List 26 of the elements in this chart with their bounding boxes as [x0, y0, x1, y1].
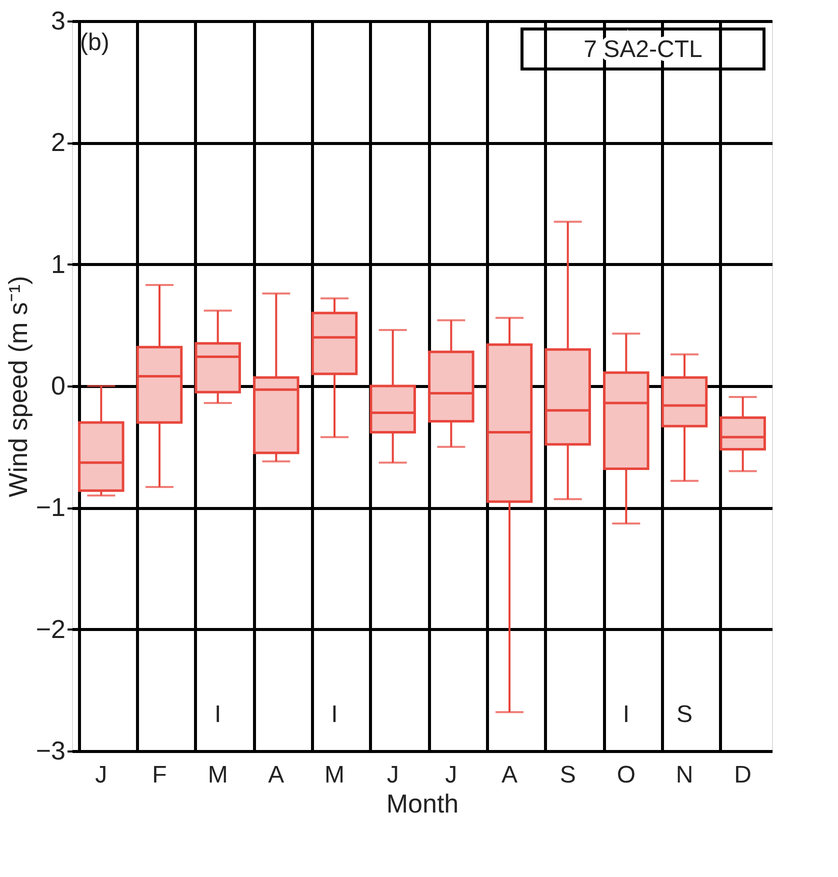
x-tick-label: A	[268, 762, 284, 788]
x-tick-label: F	[152, 762, 167, 788]
x-axis-title: Month	[386, 788, 459, 818]
x-tick-label: S	[560, 762, 576, 788]
y-axis-title: Wind speed (m s⁻¹)	[2, 276, 33, 498]
x-tick-label: J	[95, 762, 108, 788]
annotation: I	[214, 701, 222, 728]
y-tick-label: 0	[51, 370, 66, 400]
annotation: (b)	[80, 29, 110, 56]
annotation: S	[676, 701, 693, 728]
x-tick-label: J	[386, 762, 399, 788]
x-tick-label: O	[616, 762, 636, 788]
y-tick-label: −1	[36, 492, 66, 522]
x-tick-label: M	[208, 762, 228, 788]
y-tick-label: 2	[51, 127, 66, 158]
x-tick-label: N	[676, 762, 694, 788]
y-tick-label: 1	[51, 248, 66, 279]
annotation: I	[331, 701, 338, 728]
y-tick-label: 3	[51, 6, 66, 36]
x-tick-label: J	[445, 762, 458, 788]
y-tick-label: −2	[36, 614, 66, 644]
y-tick-label: −3	[36, 736, 66, 766]
annotation: I	[622, 701, 630, 728]
x-tick-label: D	[734, 762, 752, 788]
x-tick-label: M	[324, 762, 344, 788]
x-tick-label: A	[501, 762, 518, 788]
